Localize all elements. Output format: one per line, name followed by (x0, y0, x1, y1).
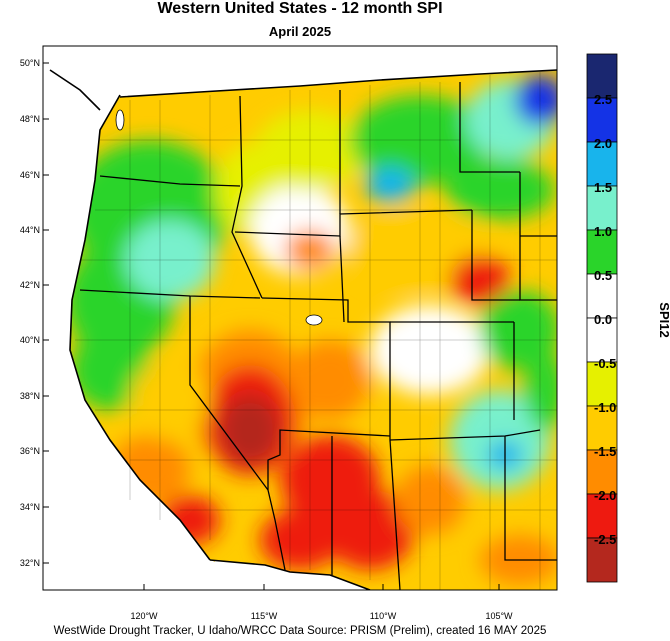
colorbar-label: SPI12 (657, 302, 670, 337)
colorbar-tick: 0.5 (594, 268, 612, 283)
colorbar-tick: 0.0 (594, 312, 612, 327)
colorbar-swatch (586, 317, 618, 363)
colorbar-swatch (586, 273, 618, 319)
colorbar-swatch (586, 405, 618, 451)
lat-label: 40°N (20, 335, 40, 345)
footer-credit: WestWide Drought Tracker, U Idaho/WRCC D… (53, 625, 547, 637)
ocean-mask (43, 46, 557, 590)
lat-label: 38°N (20, 391, 40, 401)
colorbar-swatch (586, 449, 618, 495)
colorbar-swatch (586, 185, 618, 231)
colorbar-tick: 1.5 (594, 180, 612, 195)
colorbar-tick: -2.5 (594, 532, 616, 547)
puget-sound (115, 109, 125, 131)
mexico-mask (215, 560, 370, 590)
colorbar-tick: -0.5 (594, 356, 616, 371)
colorbar-tick: -2.0 (594, 488, 616, 503)
lon-label: 110°W (370, 611, 397, 621)
lon-label: 115°W (251, 611, 278, 621)
county-lines (75, 72, 557, 590)
lat-label: 50°N (20, 58, 40, 68)
coastline (49, 69, 557, 590)
map-subtitle: April 2025 (268, 24, 332, 39)
colorbar (586, 53, 618, 583)
colorbar-tick: -1.5 (594, 444, 616, 459)
lat-label: 48°N (20, 114, 40, 124)
colorbar-ticks: 2.5 2.0 1.5 1.0 0.5 0.0 -0.5 -1.0 -1.5 -… (594, 92, 616, 547)
colorbar-swatch (586, 141, 618, 187)
map-title: Western United States - 12 month SPI (157, 0, 443, 17)
great-salt-lake (305, 314, 323, 326)
colorbar-tick: -1.0 (594, 400, 616, 415)
lat-label: 46°N (20, 170, 40, 180)
state-boundaries (79, 82, 557, 590)
lat-label: 42°N (20, 280, 40, 290)
colorbar-tick: 2.0 (594, 136, 612, 151)
colorbar-tick: 2.5 (594, 92, 612, 107)
colorbar-swatch (586, 537, 618, 583)
lat-label: 34°N (20, 502, 40, 512)
spi-field (43, 46, 557, 590)
lat-label: 32°N (20, 558, 40, 568)
colorbar-swatch (586, 229, 618, 275)
lon-label: 120°W (130, 611, 158, 621)
lon-label: 105°W (485, 611, 513, 621)
latitude-axis: 50°N 48°N 46°N 44°N 42°N 40°N 38°N 36°N … (20, 58, 49, 568)
map-border (42, 45, 558, 591)
canada-mask (90, 46, 557, 97)
longitude-axis: 120°W 115°W 110°W 105°W (130, 584, 513, 621)
lat-label: 44°N (20, 225, 40, 235)
lat-label: 36°N (20, 446, 40, 456)
colorbar-tick: 1.0 (594, 224, 612, 239)
colorbar-swatch (586, 53, 618, 99)
